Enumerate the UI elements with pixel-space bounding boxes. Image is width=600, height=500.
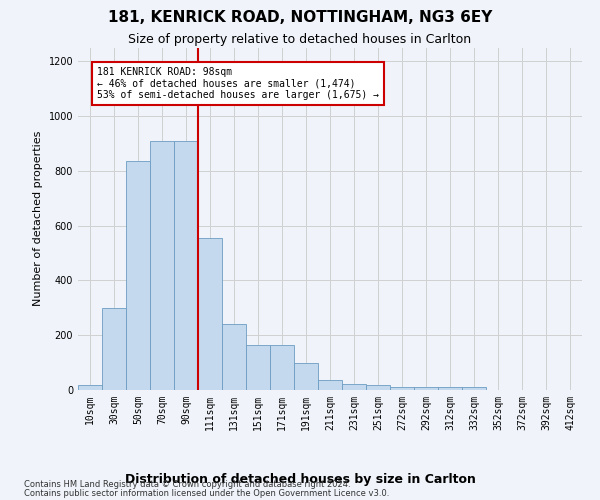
Text: Contains HM Land Registry data © Crown copyright and database right 2024.: Contains HM Land Registry data © Crown c… <box>24 480 350 489</box>
Bar <box>414 388 438 390</box>
Bar <box>318 380 342 390</box>
Bar <box>438 388 462 390</box>
Bar <box>102 308 126 390</box>
Bar <box>366 384 390 390</box>
Bar <box>294 362 318 390</box>
Bar <box>270 345 294 390</box>
Text: Distribution of detached houses by size in Carlton: Distribution of detached houses by size … <box>125 472 475 486</box>
Text: 181, KENRICK ROAD, NOTTINGHAM, NG3 6EY: 181, KENRICK ROAD, NOTTINGHAM, NG3 6EY <box>108 10 492 25</box>
Bar <box>246 345 270 390</box>
Bar <box>126 161 150 390</box>
Y-axis label: Number of detached properties: Number of detached properties <box>33 131 43 306</box>
Bar <box>150 140 174 390</box>
Bar <box>342 384 366 390</box>
Text: Contains public sector information licensed under the Open Government Licence v3: Contains public sector information licen… <box>24 488 389 498</box>
Bar <box>198 238 222 390</box>
Text: 181 KENRICK ROAD: 98sqm
← 46% of detached houses are smaller (1,474)
53% of semi: 181 KENRICK ROAD: 98sqm ← 46% of detache… <box>97 66 379 100</box>
Text: Size of property relative to detached houses in Carlton: Size of property relative to detached ho… <box>128 32 472 46</box>
Bar <box>462 388 486 390</box>
Bar <box>174 140 198 390</box>
Bar <box>78 384 102 390</box>
Bar <box>222 324 246 390</box>
Bar <box>390 388 414 390</box>
